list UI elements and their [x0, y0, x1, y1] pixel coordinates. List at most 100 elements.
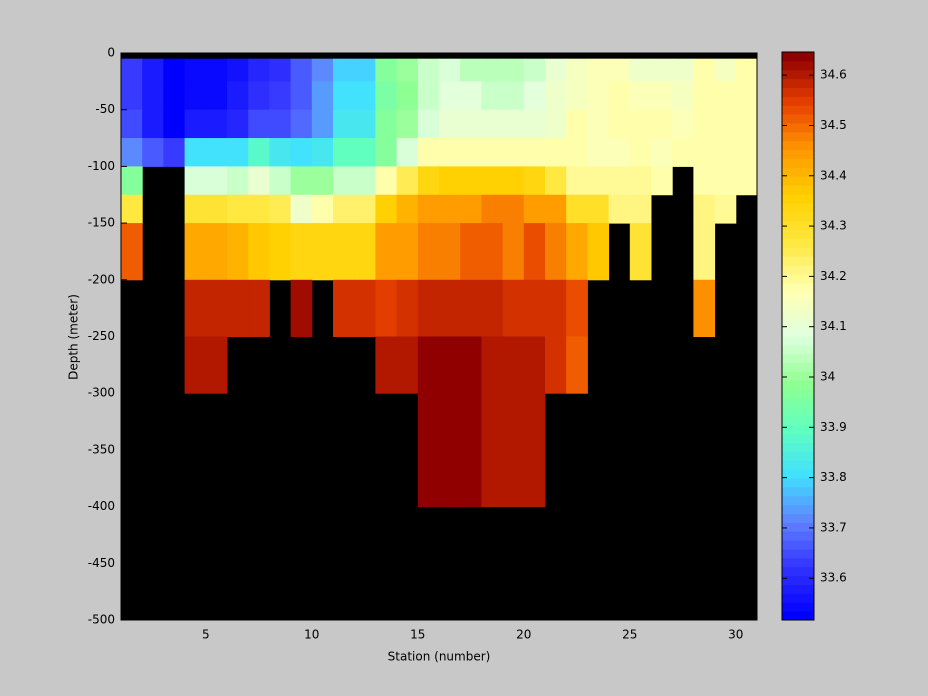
- colorbar-band: [782, 114, 814, 124]
- heatmap-cell: [502, 138, 525, 167]
- heatmap-cell: [205, 109, 228, 139]
- heatmap-cell: [163, 81, 186, 111]
- heatmap-cell: [311, 223, 334, 281]
- y-tick-label: -500: [88, 613, 115, 627]
- heatmap-cell: [227, 81, 249, 111]
- heatmap-cell: [566, 166, 588, 196]
- colorbar-band: [782, 202, 814, 213]
- heatmap-cell: [545, 166, 567, 196]
- heatmap-cell: [566, 336, 588, 394]
- heatmap-cell: [566, 223, 588, 281]
- heatmap-cell: [163, 138, 186, 167]
- heatmap-cell: [396, 336, 419, 394]
- heatmap-cell: [375, 336, 398, 394]
- colorbar-band: [782, 211, 814, 222]
- heatmap-cell: [121, 223, 143, 281]
- colorbar-band: [782, 549, 814, 559]
- heatmap-cell: [269, 81, 292, 111]
- colorbar-band: [782, 531, 814, 541]
- heatmap-cell: [481, 393, 504, 508]
- heatmap-cell: [248, 138, 270, 167]
- heatmap-cell: [311, 58, 334, 82]
- colorbar-tick-label: 34.2: [820, 269, 847, 283]
- colorbar-band: [782, 336, 814, 346]
- colorbar-band: [782, 424, 814, 435]
- heatmap-cell: [460, 109, 482, 139]
- heatmap-cell: [205, 58, 228, 82]
- heatmap-cell: [417, 109, 440, 139]
- colorbar-band: [782, 318, 814, 328]
- heatmap-cell: [587, 81, 610, 111]
- y-tick-label: -200: [88, 272, 115, 286]
- heatmap-cell: [396, 109, 419, 139]
- heatmap-cell: [587, 58, 610, 82]
- colorbar-band: [782, 149, 814, 159]
- heatmap-cell: [460, 166, 482, 196]
- heatmap-cell: [651, 109, 673, 139]
- colorbar-band: [782, 611, 814, 621]
- heatmap-cell: [693, 223, 716, 281]
- x-axis-label: Station (number): [388, 650, 491, 664]
- heatmap-cell: [608, 138, 631, 167]
- heatmap-cell: [163, 58, 186, 82]
- colorbar-frame: [781, 51, 815, 621]
- heatmap-cell: [481, 58, 504, 82]
- colorbar-band: [782, 309, 814, 319]
- colorbar-band: [782, 371, 814, 381]
- heatmap-cell: [396, 223, 419, 281]
- heatmap-cell: [608, 166, 631, 196]
- colorbar-band: [782, 469, 814, 479]
- heatmap-cell: [523, 81, 546, 111]
- heatmap-cell: [672, 81, 694, 111]
- colorbar-band: [782, 52, 814, 62]
- x-tick-label: 15: [410, 628, 425, 642]
- colorbar-tick-label: 34.4: [820, 168, 847, 182]
- heatmap-cell: [375, 81, 398, 111]
- colorbar-band: [782, 105, 814, 115]
- heatmap-cell: [205, 279, 228, 337]
- heatmap-cell: [714, 166, 737, 196]
- heatmap-cell: [566, 109, 588, 139]
- heatmap-cell: [417, 81, 440, 111]
- colorbar-tick-label: 34.1: [820, 319, 847, 333]
- heatmap-cell: [672, 138, 694, 167]
- heatmap-cell: [121, 194, 143, 224]
- heatmap-cell: [121, 109, 143, 139]
- heatmap-cell: [460, 194, 482, 224]
- colorbar-band: [782, 220, 814, 230]
- colorbar-band: [782, 238, 814, 248]
- heatmap-cell: [439, 138, 461, 167]
- heatmap-cell: [375, 109, 398, 139]
- colorbar-band: [782, 415, 814, 426]
- heatmap-cell: [142, 58, 164, 82]
- heatmap-cell: [354, 223, 376, 281]
- heatmap-cell: [121, 58, 143, 82]
- heatmap-cell: [714, 81, 737, 111]
- heatmap-cell: [375, 223, 398, 281]
- heatmap-cell: [269, 58, 292, 82]
- heatmap-cell: [354, 194, 376, 224]
- heatmap-cell: [523, 279, 546, 337]
- heatmap-cell: [227, 223, 249, 281]
- heatmap-cell: [481, 336, 504, 394]
- heatmap-cell: [502, 223, 525, 281]
- heatmap-cell: [290, 81, 313, 111]
- heatmap-cell: [439, 194, 461, 224]
- colorbar-band: [782, 131, 814, 142]
- heatmap-cell: [290, 194, 313, 224]
- heatmap-cell: [205, 81, 228, 111]
- colorbar-tick-label: 33.7: [820, 520, 847, 534]
- heatmap-cell: [735, 58, 758, 82]
- colorbar-tick-label: 34.5: [820, 118, 847, 132]
- heatmap-cell: [354, 58, 376, 82]
- colorbar-band: [782, 460, 814, 470]
- heatmap-cell: [375, 166, 398, 196]
- heatmap-cell: [460, 223, 482, 281]
- colorbar-band: [782, 442, 814, 452]
- heatmap-cell: [502, 194, 525, 224]
- heatmap-cell: [269, 109, 292, 139]
- heatmap-cell: [205, 336, 228, 394]
- colorbar-tick-label: 33.8: [820, 470, 847, 484]
- colorbar-band: [782, 602, 814, 612]
- heatmap-cell: [375, 194, 398, 224]
